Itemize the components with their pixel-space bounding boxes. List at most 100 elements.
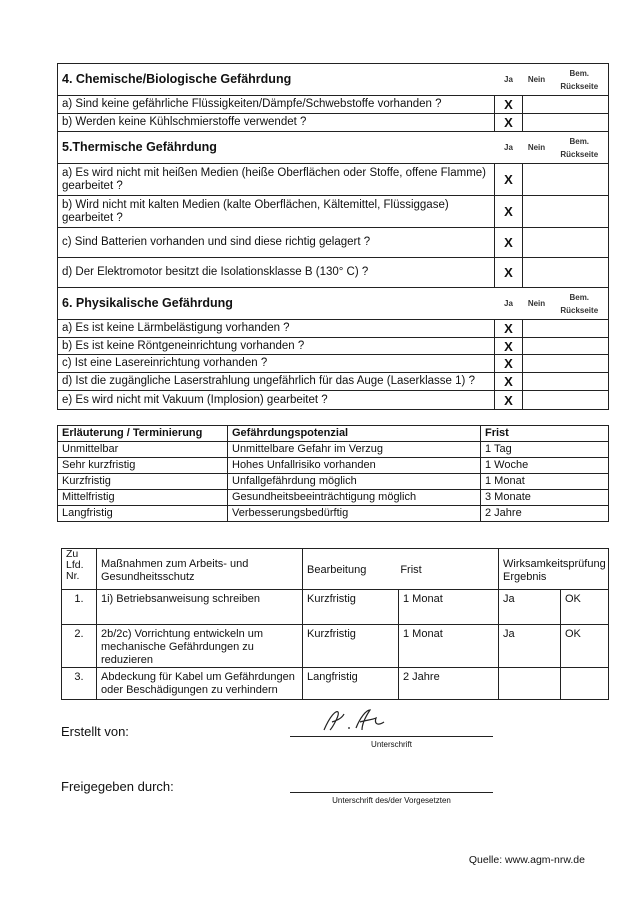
signature-image [323,709,385,731]
ja-checkbox[interactable]: X [494,113,523,132]
ja-checkbox[interactable]: X [494,354,523,373]
legend-row: Unmittelbar Unmittelbare Gefahr im Verzug… [57,441,609,458]
measure-cell: Kurzfristig [302,624,399,668]
section-title: 6. Physikalische Gefährdung [57,287,495,320]
legend-cell: Mittelfristig [57,489,228,506]
question-row: a) Es ist keine Lärmbelästigung vorhande… [57,319,609,338]
col-ja-header: Ja [494,131,523,164]
signature-line-erstellt[interactable] [290,736,493,737]
legend-cell: Sehr kurzfristig [57,457,228,474]
hazard-checklist-table: 4. Chemische/Biologische Gefährdung Ja Nei… [57,63,609,410]
header-bearbeitung: Bearbeitung [307,564,367,576]
measure-cell: 1 Monat [398,589,499,625]
question-text: c) Ist eine Lasereinrichtung vorhanden ? [57,354,495,373]
erstellt-label: Erstellt von: [61,724,129,739]
nein-bem-cell[interactable] [522,113,609,132]
col-nein-header: Nein [522,131,551,164]
legend-row: Langfristig Verbesserungsbedürftig 2 Jahre [57,505,609,522]
header-wirksamkeit: Wirksamkeitsprüfung Ergebnis [497,548,610,590]
measure-cell [559,667,610,700]
measure-cell: 1i) Betriebsanweisung schreiben [96,589,303,625]
measure-row: 2. 2b/2c) Vorrichtung entwickeln um mecha… [61,624,610,668]
legend-cell: Kurzfristig [57,473,228,490]
question-text: a) Sind keine gefährliche Flüssigkeiten/… [57,95,495,114]
question-row: b) Es ist keine Röntgeneinrichtung vorha… [57,337,609,355]
ja-checkbox[interactable]: X [494,319,523,338]
col-bem-header: Bem. Rückseite [550,287,609,320]
measure-cell: Abdeckung für Kabel um Gefährdungen oder… [96,667,303,700]
question-text: d) Ist die zugängliche Laserstrahlung un… [57,372,495,391]
header-bearbeitung-frist: Bearbeitung Frist [302,548,499,590]
measure-cell [498,667,561,700]
header-nr: Zu Lfd. Nr. [61,548,97,590]
question-text: b) Es ist keine Röntgeneinrichtung vorha… [57,337,495,355]
header-massnahmen: Maßnahmen zum Arbeits- und Gesundheitssc… [96,548,303,590]
legend-row: Mittelfristig Gesundheitsbeeinträchtigung… [57,489,609,506]
nein-bem-cell[interactable] [522,319,609,338]
ja-checkbox[interactable]: X [494,372,523,391]
nein-bem-cell[interactable] [522,337,609,355]
legend-cell: 1 Woche [480,457,609,474]
col-nein-header: Nein [522,63,551,96]
legend-header-cell: Frist [480,425,609,442]
question-row: a) Sind keine gefährliche Flüssigkeiten/… [57,95,609,114]
ja-checkbox[interactable]: X [494,227,523,258]
legend-cell: Unfallgefährdung möglich [227,473,481,490]
ja-checkbox[interactable]: X [494,390,523,410]
ja-checkbox[interactable]: X [494,337,523,355]
freigegeben-caption: Unterschrift des/der Vorgesetzten [332,796,451,805]
nein-bem-cell[interactable] [522,257,609,288]
nein-bem-cell[interactable] [522,354,609,373]
ja-checkbox[interactable]: X [494,257,523,288]
question-text: c) Sind Batterien vorhanden und sind die… [57,227,495,258]
legend-row: Kurzfristig Unfallgefährdung möglich 1 Mon… [57,473,609,490]
freigegeben-label: Freigegeben durch: [61,779,174,794]
question-text: b) Wird nicht mit kalten Medien (kalte O… [57,195,495,228]
section-title: 5.Thermische Gefährdung [57,131,495,164]
legend-table: Erläuterung / Terminierung Gefährdungspot… [57,425,609,522]
question-row: e) Es wird nicht mit Vakuum (Implosion) … [57,390,609,410]
legend-cell: Gesundheitsbeeinträchtigung möglich [227,489,481,506]
measure-cell: OK [559,624,610,668]
nein-bem-cell[interactable] [522,195,609,228]
legend-cell: Verbesserungsbedürftig [227,505,481,522]
question-row: b) Werden keine Kühlschmierstoffe verwen… [57,113,609,132]
signature-line-freigegeben[interactable] [290,792,493,793]
question-row: d) Ist die zugängliche Laserstrahlung un… [57,372,609,391]
col-ja-header: Ja [494,63,523,96]
legend-row: Sehr kurzfristig Hohes Unfallrisiko vorha… [57,457,609,474]
section-header-row: 6. Physikalische Gefährdung Ja Nein Bem. Rü… [57,287,609,320]
col-nein-header: Nein [522,287,551,320]
nein-bem-cell[interactable] [522,163,609,196]
measure-cell: Ja [498,589,561,625]
measure-row: 3. Abdeckung für Kabel um Gefährdungen od… [61,667,610,700]
legend-cell: 2 Jahre [480,505,609,522]
measure-cell: Langfristig [302,667,399,700]
question-row: d) Der Elektromotor besitzt die Isolatio… [57,257,609,288]
question-text: a) Es ist keine Lärmbelästigung vorhande… [57,319,495,338]
source-text: Quelle: www.agm-nrw.de [468,854,585,866]
measure-cell: 2b/2c) Vorrichtung entwickeln um mechani… [96,624,303,668]
col-bem-header: Bem. Rückseite [550,131,609,164]
nein-bem-cell[interactable] [522,390,609,410]
question-text: d) Der Elektromotor besitzt die Isolatio… [57,257,495,288]
nein-bem-cell[interactable] [522,95,609,114]
erstellt-caption: Unterschrift [371,740,412,749]
measure-cell: 1 Monat [398,624,499,668]
question-row: c) Ist eine Lasereinrichtung vorhanden ?… [57,354,609,373]
measure-cell: 3. [61,667,97,700]
measure-cell: 2. [61,624,97,668]
ja-checkbox[interactable]: X [494,163,523,196]
nein-bem-cell[interactable] [522,227,609,258]
section-header-row: 4. Chemische/Biologische Gefährdung Ja Nei… [57,63,609,96]
legend-cell: 1 Tag [480,441,609,458]
question-row: b) Wird nicht mit kalten Medien (kalte O… [57,195,609,228]
section-header-row: 5.Thermische Gefährdung Ja Nein Bem. Rückse… [57,131,609,164]
nein-bem-cell[interactable] [522,372,609,391]
measure-row: 1. 1i) Betriebsanweisung schreiben Kurzfri… [61,589,610,625]
measure-cell: 1. [61,589,97,625]
section-title: 4. Chemische/Biologische Gefährdung [57,63,495,96]
ja-checkbox[interactable]: X [494,95,523,114]
ja-checkbox[interactable]: X [494,195,523,228]
